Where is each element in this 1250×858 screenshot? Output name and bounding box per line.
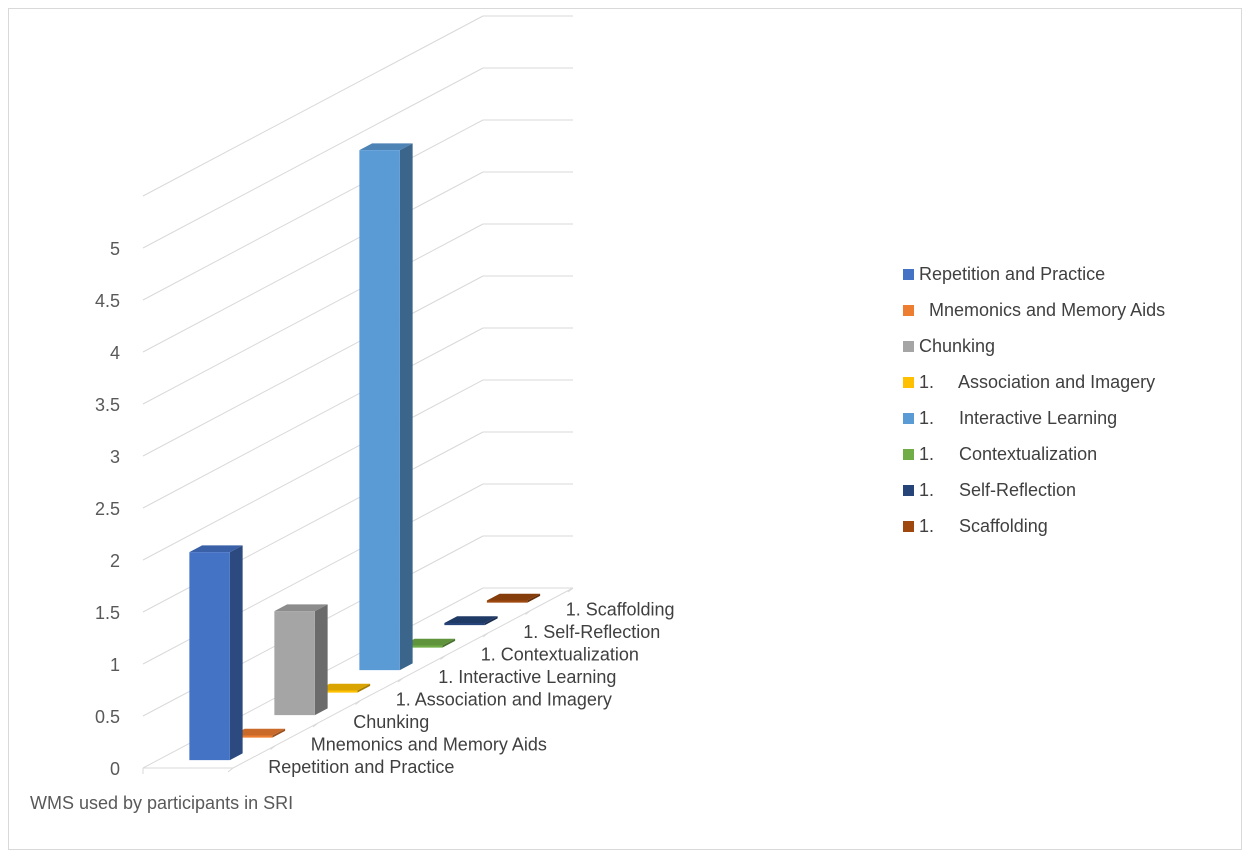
bar-side [229,545,243,761]
y-tick-label: 0.5 [95,707,120,727]
bar-top [486,593,541,601]
legend-swatch [903,376,914,388]
y-tick-label: 1 [110,655,120,675]
depth-tick [525,610,531,615]
depth-tick [312,722,319,728]
depth-tick [567,587,574,593]
gridline-side [142,327,484,509]
bar-front [486,600,528,603]
bar-top [401,638,456,646]
y-tick-label: 0 [110,759,120,779]
legend-label: 1. Self-Reflection [919,479,1077,500]
depth-tick [482,632,489,638]
depth-tick [440,655,446,660]
bar-top [316,683,371,691]
depth-tick [270,745,276,750]
bar-side [484,616,498,626]
legend-label: 1. Scaffolding [919,515,1048,536]
legend-item: 1. Scaffolding [903,514,1048,538]
gridline-side [142,275,484,457]
depth-tick-label: 1. Interactive Learning [438,667,616,687]
legend-label: Repetition and Practice [919,263,1106,284]
bar [486,593,541,603]
depth-tick-label: 1. Self-Reflection [523,622,660,642]
legend-label: 1. Association and Imagery [919,371,1156,392]
depth-tick-label: Mnemonics and Memory Aids [311,734,547,754]
legend-item: 1. Self-Reflection [903,478,1076,502]
legend-swatch [903,520,914,532]
legend-swatch [903,304,914,316]
legend-swatch [903,340,914,352]
bar-front [444,623,485,626]
x-axis-label: WMS used by participants in SRI [30,793,293,813]
legend-item: 1. Interactive Learning [903,406,1117,430]
legend-swatch [903,268,914,280]
legend-item: Repetition and Practice [903,262,1105,286]
bar [189,545,243,761]
depth-tick-label: 1. Contextualization [481,644,639,664]
bar-side [357,683,371,693]
bar-top [231,728,286,736]
depth-tick [397,677,404,683]
bar-side [527,593,541,603]
legend-label: Chunking [919,335,996,356]
bar-top [274,604,328,612]
legend-swatch [903,412,914,424]
bar [274,604,328,716]
legend-label: 1. Contextualization [919,443,1098,464]
bar-side [399,143,413,671]
y-tick-label: 3.5 [95,395,120,415]
gridline-side [142,119,484,301]
bar-front [189,552,230,761]
depth-axis-labels: Repetition and Practice Mnemonics and Mem… [268,599,674,777]
bar-side [442,638,456,648]
depth-tick [227,767,234,773]
bar-front [359,150,400,671]
legend-swatch [903,448,914,460]
y-tick-label: 3 [110,447,120,467]
bar [444,616,498,626]
gridline-side [142,15,484,197]
legend-item: Chunking [903,334,995,358]
legend-label: Mnemonics and Memory Aids [919,299,1166,320]
bar-side [272,728,286,738]
legend-item: 1. Contextualization [903,442,1097,466]
y-tick-label: 4.5 [95,291,120,311]
bar-top [359,143,413,151]
legend-item: 1. Association and Imagery [903,370,1155,394]
depth-tick [355,700,361,705]
bars [189,143,541,761]
depth-tick-label: 1. Association and Imagery [396,689,612,709]
depth-tick-label: Chunking [353,712,429,732]
y-tick-label: 4 [110,343,120,363]
gridline-side [142,171,484,353]
gridline-side [142,67,484,249]
y-axis-ticks: 0 0.5 1 1.5 2 2.5 3 3.5 4 4.5 5 [95,239,120,779]
y-tick-label: 2.5 [95,499,120,519]
depth-tick-label: 1. Scaffolding [566,599,675,619]
legend-swatch [903,484,914,496]
y-tick-label: 1.5 [95,603,120,623]
legend-item: Mnemonics and Memory Aids [903,298,1165,322]
bar-front [274,611,315,716]
bar-top [444,616,498,624]
y-tick-label: 5 [110,239,120,259]
bar [359,143,413,671]
gridline-side [142,379,484,561]
y-tick-label: 2 [110,551,120,571]
legend-label: 1. Interactive Learning [919,407,1118,428]
depth-tick-label: Repetition and Practice [268,757,454,777]
gridlines [142,15,574,774]
bar-side [314,604,328,716]
bar-top [189,545,243,553]
gridline-side [142,223,484,405]
